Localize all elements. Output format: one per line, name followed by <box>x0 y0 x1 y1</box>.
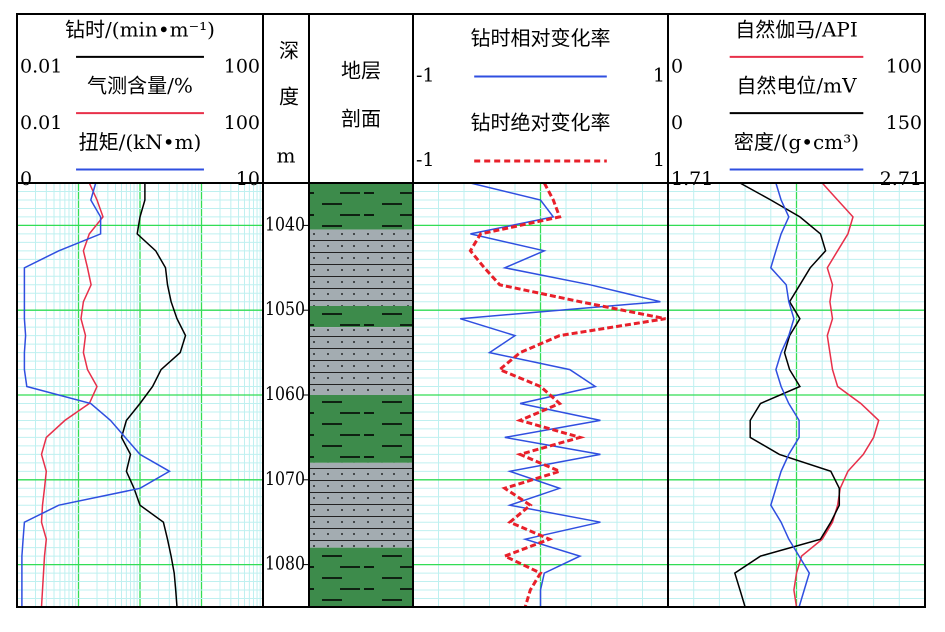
x-tick-label: 1.71 <box>671 168 713 190</box>
x-tick-label: -1 <box>416 65 435 87</box>
lithology-pattern <box>309 305 413 328</box>
curve <box>120 183 187 607</box>
grid-layer <box>17 182 925 608</box>
lithology-pattern <box>309 229 413 306</box>
x-tick-label: 100 <box>224 112 260 134</box>
lithology-pattern <box>309 547 413 607</box>
x-tick-label: 150 <box>886 112 922 134</box>
lithology-pattern <box>309 183 413 230</box>
track-title: 深度 <box>276 40 300 132</box>
legend-label: 钻时相对变化率 <box>471 26 611 50</box>
x-tick-label: 0 <box>671 56 683 78</box>
outer-border <box>16 13 926 608</box>
curve <box>468 183 666 607</box>
legend-label: 扭矩/(kN•m) <box>79 130 202 154</box>
legend-label: 自然伽马/API <box>735 17 858 41</box>
x-tick-label: 10 <box>236 168 260 190</box>
y-tick-label: 1070 <box>265 468 305 490</box>
marks-layer <box>21 183 880 607</box>
lithology-pattern <box>309 327 413 395</box>
track-title: 地层 <box>341 59 381 83</box>
y-tick-label: 1040 <box>265 213 305 235</box>
x-tick-label: 0.01 <box>20 56 62 78</box>
legend-label: 气测含量/% <box>87 74 193 98</box>
curve <box>793 183 880 607</box>
y-tick-label: 1060 <box>265 383 305 405</box>
x-tick-label: 100 <box>886 56 922 78</box>
x-tick-label: 100 <box>224 56 260 78</box>
curve <box>21 183 172 607</box>
y-tick-label: 1080 <box>265 553 305 575</box>
x-tick-label: 2.71 <box>880 168 922 190</box>
curve <box>733 183 841 607</box>
x-tick-label: -1 <box>416 149 435 171</box>
x-tick-label: 1 <box>653 65 665 87</box>
legend-label: 自然电位/mV <box>736 74 857 98</box>
legend-label: 密度/(g•cm³) <box>734 130 859 154</box>
legend-label: 钻时绝对变化率 <box>471 110 611 134</box>
y-tick-label: 1050 <box>265 298 305 320</box>
lithology-pattern <box>309 462 413 548</box>
legend-label: 钻时/(min•m⁻¹) <box>65 17 215 41</box>
track-unit: m <box>277 144 296 168</box>
curve <box>459 183 661 607</box>
x-tick-label: 1 <box>653 149 665 171</box>
x-tick-label: 0 <box>671 112 683 134</box>
track-title: 剖面 <box>341 107 381 131</box>
x-tick-label: 0 <box>20 168 32 190</box>
curve <box>769 183 811 607</box>
frame <box>16 13 926 608</box>
x-tick-label: 0.01 <box>20 112 62 134</box>
lithology-pattern <box>309 395 413 463</box>
curve <box>40 183 104 607</box>
